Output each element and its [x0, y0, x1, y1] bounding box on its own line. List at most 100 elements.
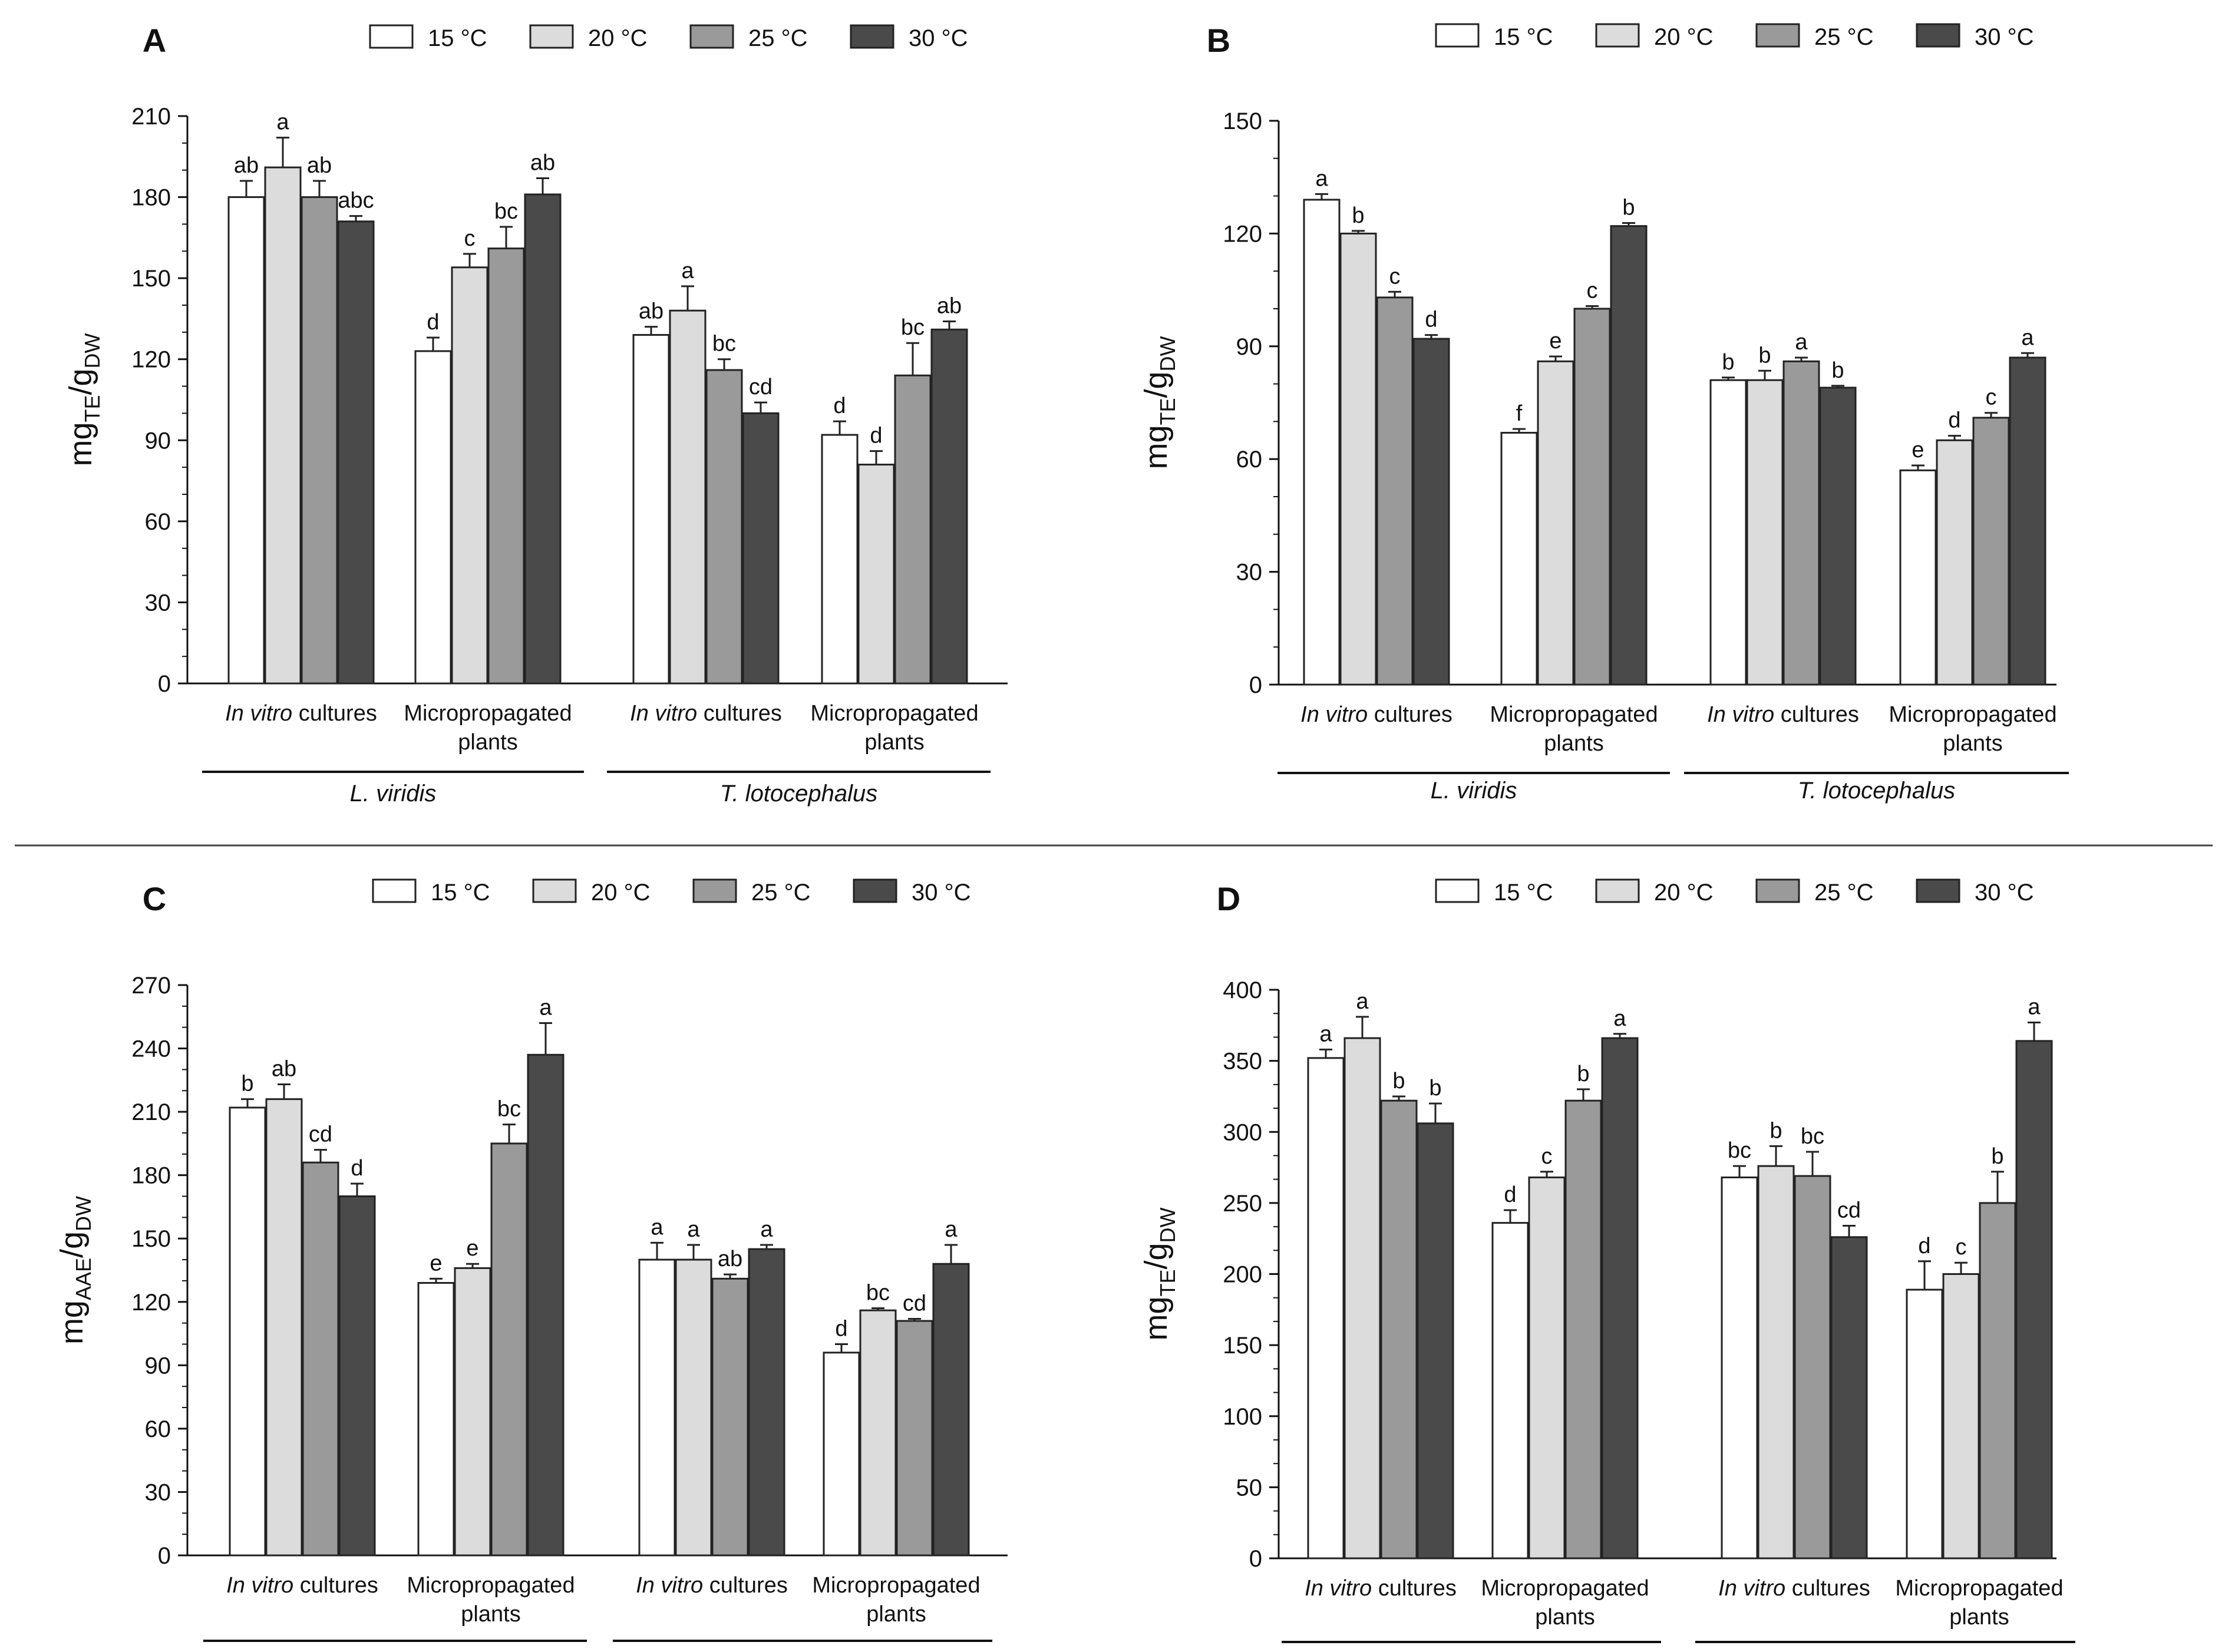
- bar: [2009, 356, 2046, 686]
- bar: [527, 1053, 564, 1557]
- group-label-plants: plants: [458, 730, 517, 755]
- bar: [301, 196, 338, 685]
- bar: [1972, 417, 2010, 686]
- legend-swatch: [1916, 878, 1960, 903]
- group-label-in-vitro: In vitro cultures: [1718, 1576, 1870, 1601]
- legend-label: 30 °C: [912, 880, 971, 906]
- y-tick-label: 200: [1223, 1262, 1262, 1288]
- y-tick-label: 90: [1236, 334, 1263, 360]
- y-tick-label: 300: [1223, 1119, 1262, 1145]
- legend-swatch: [532, 878, 577, 903]
- significance-letter: bc: [497, 1097, 521, 1122]
- y-tick-label: 150: [1223, 1333, 1262, 1359]
- legend-label: 25 °C: [1814, 880, 1874, 906]
- y-tick-label: 0: [1249, 672, 1262, 698]
- significance-letter: d: [1918, 1234, 1930, 1258]
- bar: [1343, 1037, 1381, 1560]
- bar: [1500, 432, 1538, 686]
- significance-letter: b: [1352, 203, 1364, 228]
- species-label: T. lotocephalus: [1798, 778, 1956, 804]
- group-label-plants: plants: [1535, 1605, 1595, 1630]
- y-tick-label: 30: [1236, 560, 1263, 586]
- group-label-micropropagated: Micropropagated: [407, 1573, 575, 1598]
- bar: [338, 1195, 376, 1557]
- bar: [859, 1309, 897, 1557]
- legend-label: 15 °C: [1494, 880, 1553, 906]
- significance-letter: b: [1722, 350, 1734, 375]
- legend-label: 20 °C: [591, 880, 651, 906]
- significance-letter: bc: [1728, 1138, 1751, 1163]
- significance-letter: d: [833, 394, 846, 418]
- bar: [414, 350, 452, 685]
- group-label-micropropagated: Micropropagated: [810, 701, 978, 726]
- bar: [638, 1258, 676, 1557]
- group-label-micropropagated: Micropropagated: [1490, 702, 1658, 727]
- legend-swatch: [1435, 878, 1480, 903]
- legend-swatch: [1595, 23, 1640, 48]
- panel-label: D: [1217, 880, 1240, 917]
- legend-label: 25 °C: [751, 880, 811, 906]
- chart-panel-d: D 15 °C 20 °C 25 °C 30 °C 0 50 100 150 200 250 300 3…: [1138, 878, 2075, 1643]
- y-tick-label: 90: [145, 1353, 171, 1379]
- y-tick-label: 30: [145, 590, 171, 616]
- bar: [454, 1267, 491, 1557]
- significance-letter: c: [1389, 264, 1401, 289]
- significance-letter: b: [1392, 1069, 1405, 1093]
- significance-letter: b: [1622, 196, 1635, 220]
- legend-swatch: [372, 878, 417, 903]
- bar: [1709, 379, 1747, 686]
- significance-letter: d: [1425, 308, 1437, 332]
- significance-letter: d: [1948, 408, 1960, 433]
- significance-letter: b: [1429, 1076, 1441, 1101]
- significance-letter: a: [760, 1217, 773, 1242]
- legend-swatch: [853, 878, 897, 903]
- bar: [451, 266, 488, 685]
- y-axis-title: mgTE/gDW: [1138, 336, 1180, 469]
- bar: [490, 1142, 528, 1557]
- significance-letter: a: [945, 1217, 958, 1242]
- group-label-plants: plants: [461, 1602, 520, 1627]
- significance-letter: d: [351, 1156, 363, 1181]
- significance-letter: c: [1541, 1144, 1553, 1169]
- significance-letter: ab: [937, 294, 962, 319]
- significance-letter: bc: [494, 199, 518, 224]
- y-tick-label: 90: [145, 428, 171, 454]
- legend: 15 °C 20 °C 25 °C 30 °C: [1435, 23, 2034, 50]
- bar: [1746, 379, 1784, 686]
- significance-letter: a: [276, 110, 289, 135]
- group-label-in-vitro: In vitro cultures: [1707, 702, 1859, 727]
- y-tick-label: 30: [145, 1479, 171, 1505]
- significance-letter: c: [464, 226, 476, 251]
- y-tick-label: 400: [1223, 977, 1262, 1003]
- significance-letter: a: [539, 996, 552, 1020]
- significance-letter: a: [1356, 989, 1369, 1014]
- y-tick-label: 60: [145, 1416, 171, 1442]
- bar: [1307, 1057, 1345, 1560]
- y-tick-label: 150: [1223, 108, 1262, 134]
- legend-label: 30 °C: [1975, 880, 2034, 906]
- y-tick-label: 50: [1236, 1475, 1263, 1501]
- significance-letter: cd: [749, 375, 773, 399]
- y-tick-label: 240: [131, 1036, 171, 1062]
- legend-swatch: [1595, 878, 1640, 903]
- bar: [1936, 439, 1973, 686]
- legend-label: 30 °C: [1975, 24, 2034, 50]
- significance-letter: f: [1516, 401, 1523, 426]
- group-label-in-vitro: In vitro cultures: [1300, 702, 1452, 727]
- bar: [1564, 1099, 1602, 1560]
- legend-label: 20 °C: [1654, 24, 1714, 50]
- y-tick-label: 180: [131, 185, 171, 211]
- bar: [524, 193, 562, 685]
- y-axis-title: mgTE/gDW: [1138, 1207, 1180, 1340]
- bar: [857, 464, 895, 685]
- y-tick-label: 0: [1249, 1546, 1262, 1572]
- y-tick-label: 150: [131, 1226, 171, 1252]
- y-tick-label: 210: [131, 1099, 171, 1125]
- significance-letter: a: [687, 1217, 700, 1242]
- y-tick-label: 0: [158, 1543, 171, 1569]
- significance-letter: e: [430, 1251, 442, 1276]
- bar: [1721, 1176, 1758, 1560]
- legend-swatch: [850, 24, 894, 49]
- bar: [227, 196, 265, 685]
